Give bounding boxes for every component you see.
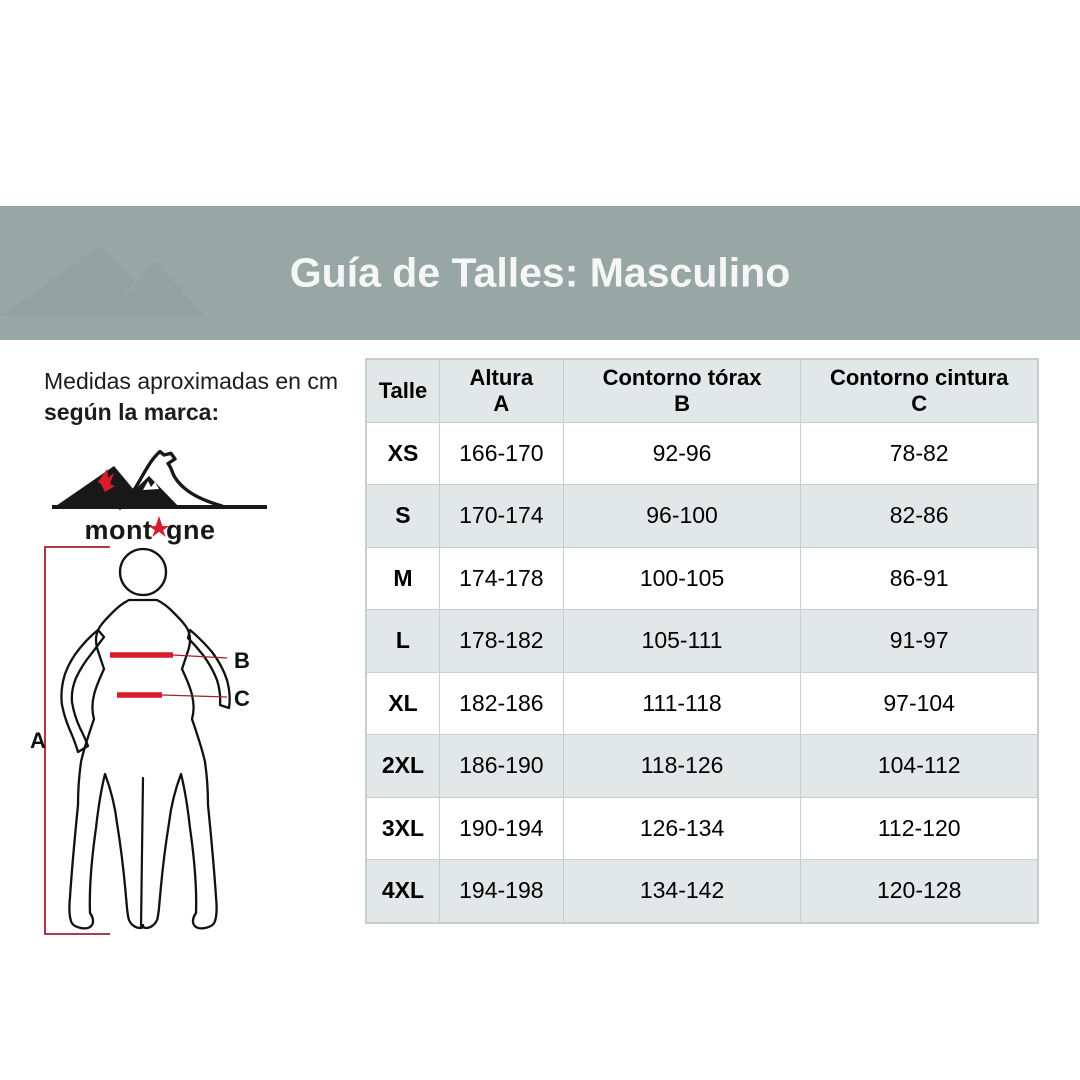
svg-text:C: C	[234, 686, 250, 711]
svg-text:B: B	[234, 648, 250, 673]
svg-text:A: A	[30, 728, 46, 753]
